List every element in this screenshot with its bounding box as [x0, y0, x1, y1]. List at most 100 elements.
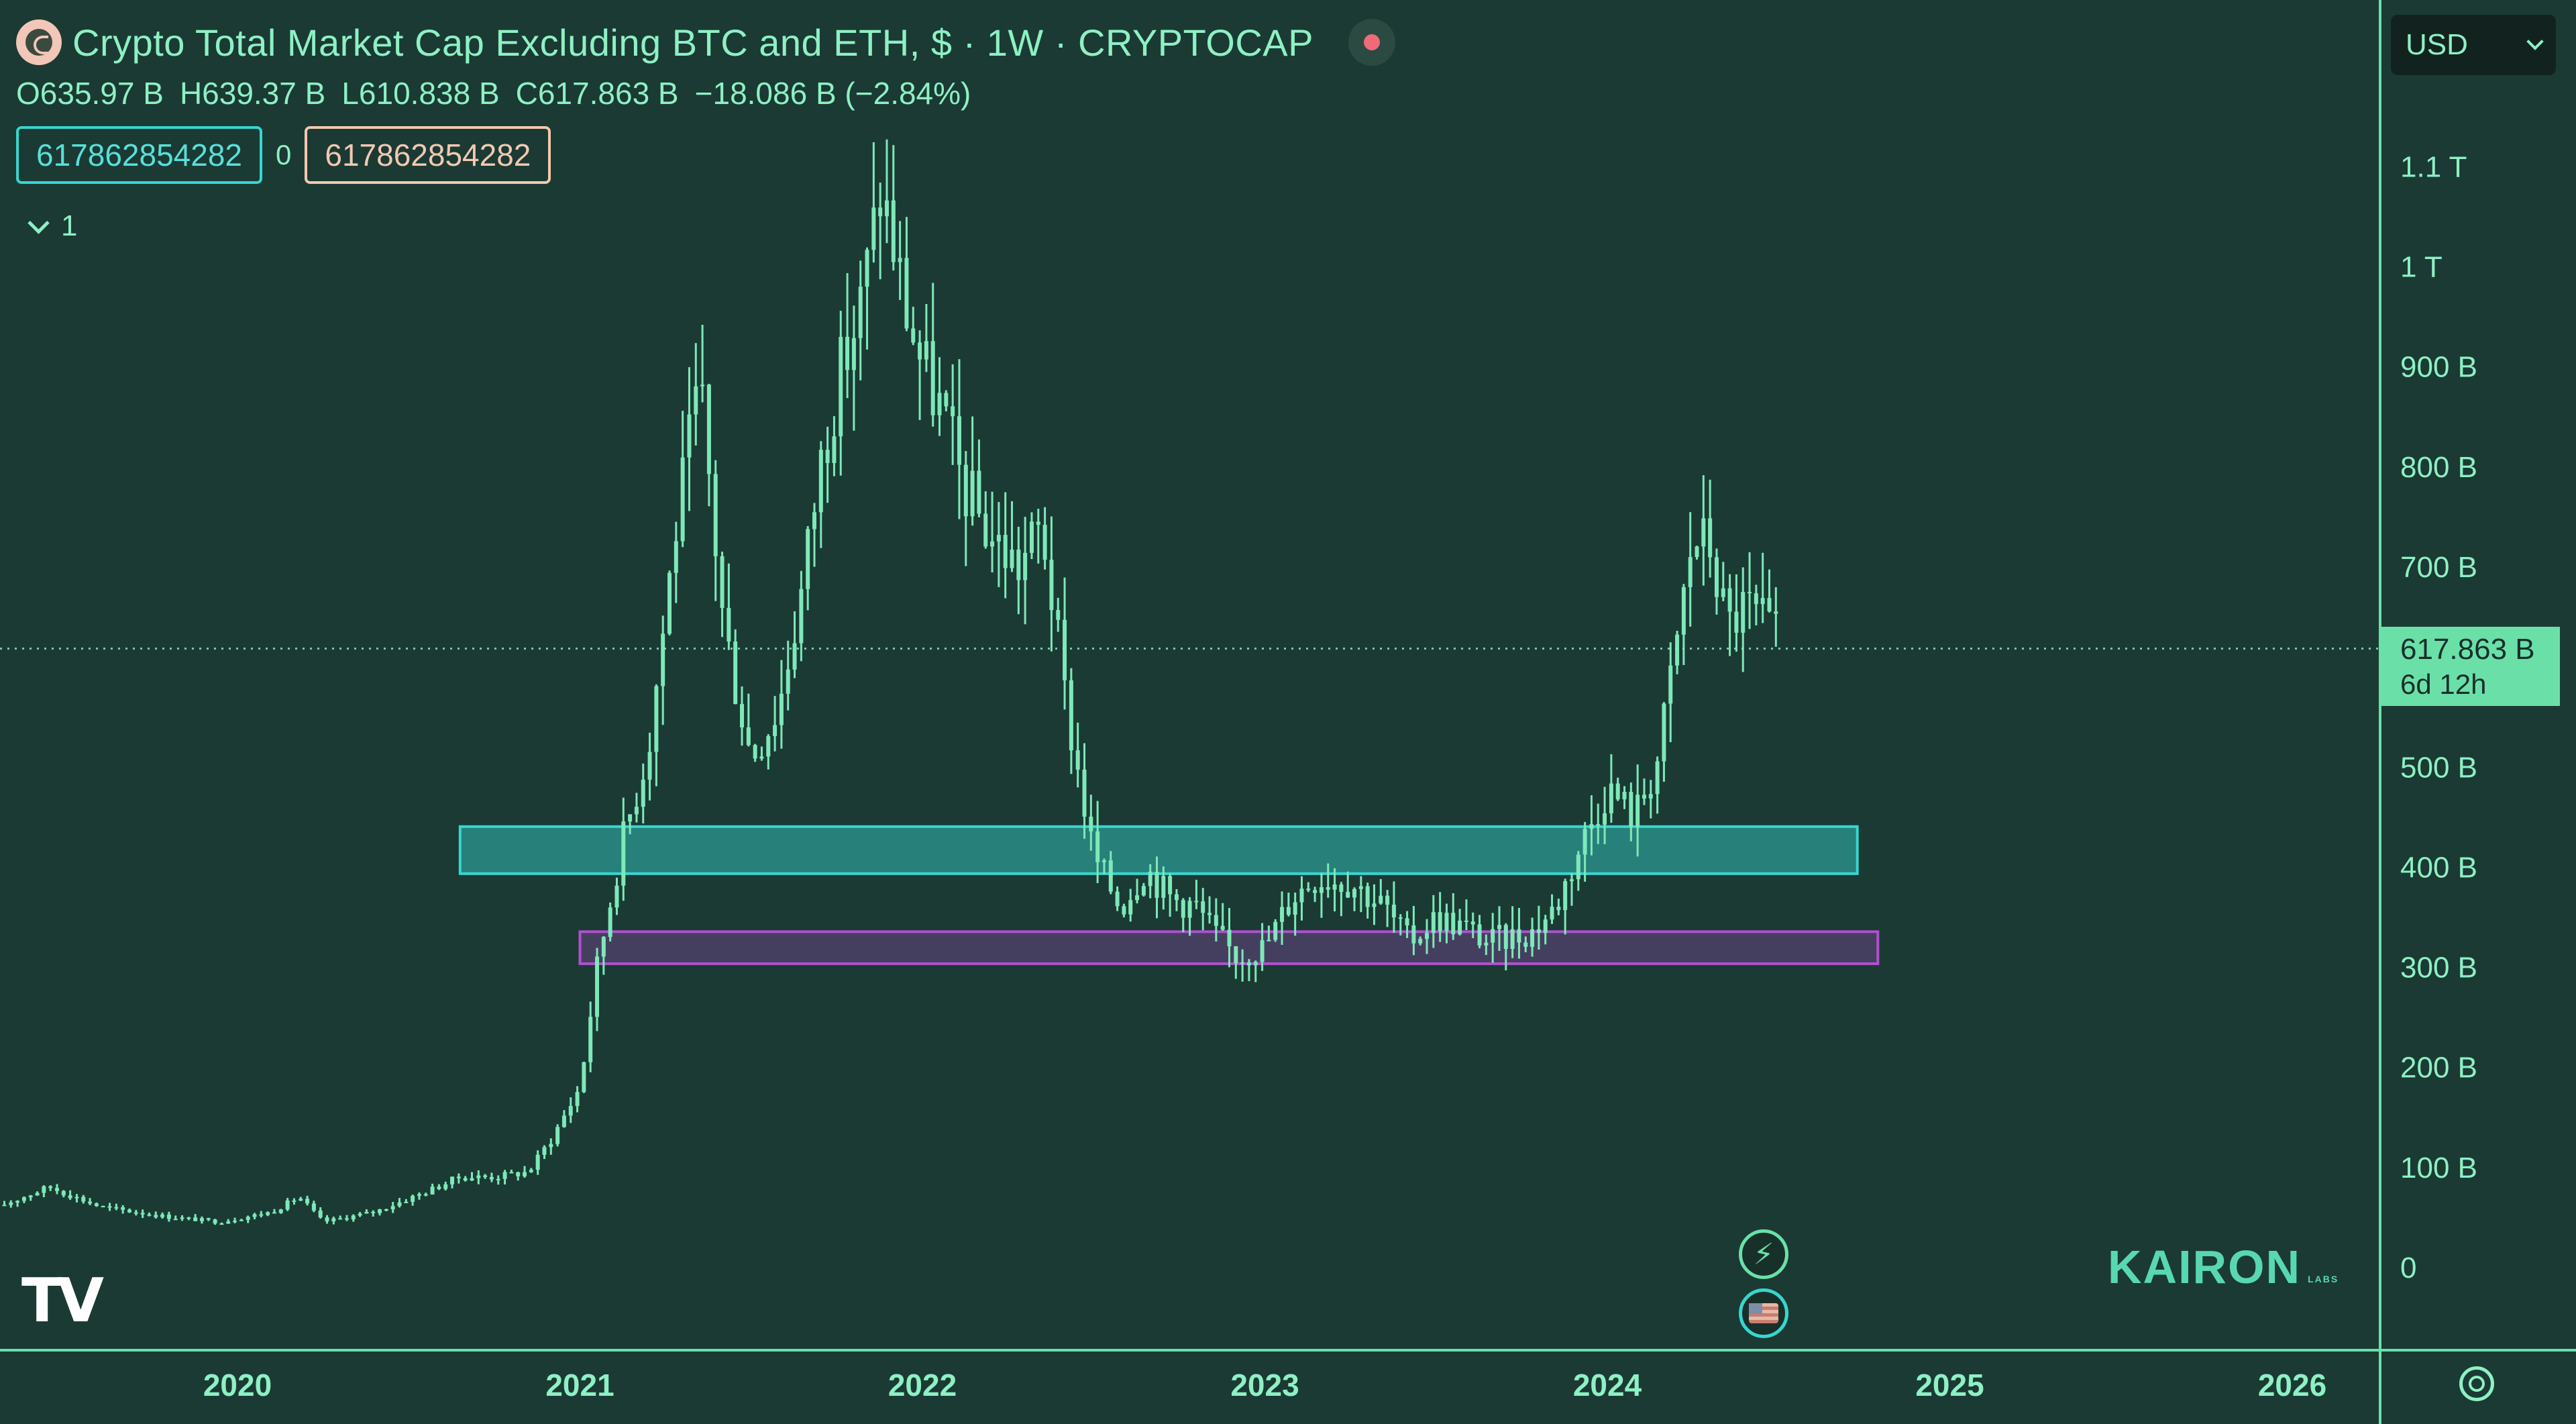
candle [266, 1211, 270, 1217]
candle [252, 1213, 257, 1219]
candle [1655, 756, 1660, 814]
candle [127, 1208, 131, 1213]
y-tick-label: 1 T [2400, 251, 2443, 284]
settings-icon[interactable] [2459, 1366, 2494, 1401]
candle [180, 1215, 184, 1221]
candle [509, 1170, 514, 1174]
candle [1135, 878, 1140, 904]
candle [1411, 906, 1416, 956]
candle [443, 1181, 448, 1191]
candle [1675, 630, 1680, 674]
candle [937, 357, 942, 436]
cryptocap-logo-icon[interactable] [16, 19, 62, 65]
candle [871, 142, 876, 263]
candle [1194, 880, 1199, 909]
candle [799, 570, 804, 662]
candle [1464, 899, 1468, 930]
candle [727, 563, 731, 650]
candle [918, 330, 922, 420]
candle [351, 1214, 356, 1222]
candle [411, 1194, 415, 1206]
lightning-icon[interactable]: ⚡ [1739, 1229, 1788, 1279]
candle [1491, 913, 1495, 963]
candle [1299, 876, 1304, 921]
candle [990, 491, 995, 572]
candle [1556, 899, 1561, 915]
chart-title[interactable]: Crypto Total Market Cap Excluding BTC an… [72, 21, 1314, 64]
price-axis[interactable]: 0 100 B 200 B 300 B 400 B 500 B 700 B 800 B 900 … [2400, 150, 2477, 1284]
x-tick-label: 2020 [203, 1368, 272, 1403]
value-box-right[interactable]: 617862854282 [305, 126, 551, 184]
candle [970, 416, 975, 526]
currency-value: USD [2406, 28, 2468, 61]
candle [233, 1217, 237, 1223]
candle [694, 343, 698, 446]
candle [898, 221, 902, 301]
candle [818, 441, 823, 548]
candle [1115, 886, 1120, 911]
candle [1648, 780, 1653, 819]
candle [1431, 895, 1436, 948]
candle [88, 1198, 93, 1206]
candle [1451, 893, 1456, 940]
record-dot-icon[interactable] [1348, 19, 1396, 66]
candle [1003, 492, 1008, 599]
candle [661, 615, 665, 725]
candle [107, 1203, 112, 1211]
candle [1042, 507, 1047, 570]
candle [1438, 892, 1442, 942]
candle [199, 1216, 204, 1224]
candle [1267, 925, 1271, 942]
candle [1510, 906, 1515, 958]
candle [1543, 915, 1548, 945]
value-box-left[interactable]: 617862854282 [16, 126, 262, 184]
candle [1760, 552, 1765, 623]
candle [246, 1215, 250, 1223]
currency-selector[interactable]: USD [2391, 15, 2556, 75]
candle [1767, 569, 1772, 613]
kairon-label: KAIRON [2108, 1241, 2302, 1293]
candle [68, 1190, 72, 1200]
candle [74, 1194, 79, 1203]
change-value: −18.086 B (−2.84%) [694, 76, 971, 111]
tradingview-logo[interactable]: TV [21, 1266, 104, 1336]
candle [1497, 906, 1501, 952]
candle [1306, 882, 1311, 893]
candle [1075, 722, 1080, 788]
candle [825, 426, 830, 503]
candle [371, 1210, 376, 1217]
candlestick-series [2, 139, 1778, 1225]
time-axis[interactable]: 2020 2021 2022 2023 2024 2025 2026 [203, 1368, 2326, 1403]
us-flag-icon[interactable] [1739, 1288, 1788, 1338]
candle [1365, 882, 1370, 919]
candle [1741, 567, 1746, 672]
upper-support-zone[interactable] [458, 825, 1859, 875]
candle [1313, 886, 1318, 903]
candle [1346, 871, 1350, 899]
candle [1681, 584, 1686, 666]
candle [667, 570, 672, 635]
candle [1727, 574, 1732, 656]
y-tick-label: 800 B [2400, 451, 2477, 484]
candle [1530, 917, 1535, 957]
candle [42, 1185, 46, 1198]
candle [48, 1185, 53, 1191]
y-tick-label: 700 B [2400, 551, 2477, 584]
candle [1688, 512, 1693, 627]
y-tick-label: 200 B [2400, 1052, 2477, 1084]
candle [1326, 863, 1330, 898]
candle [1425, 919, 1430, 954]
candle [292, 1198, 297, 1205]
candle [1668, 642, 1673, 742]
collapsed-count: 1 [61, 209, 78, 242]
indicator-collapse-toggle[interactable]: 1 [28, 209, 78, 243]
candle [1398, 914, 1403, 935]
candle [1141, 882, 1146, 897]
candle [1214, 898, 1218, 942]
candle [1748, 552, 1752, 629]
candle [1385, 890, 1390, 927]
candle [9, 1200, 13, 1208]
candle [1589, 795, 1594, 856]
candle [1286, 893, 1291, 917]
